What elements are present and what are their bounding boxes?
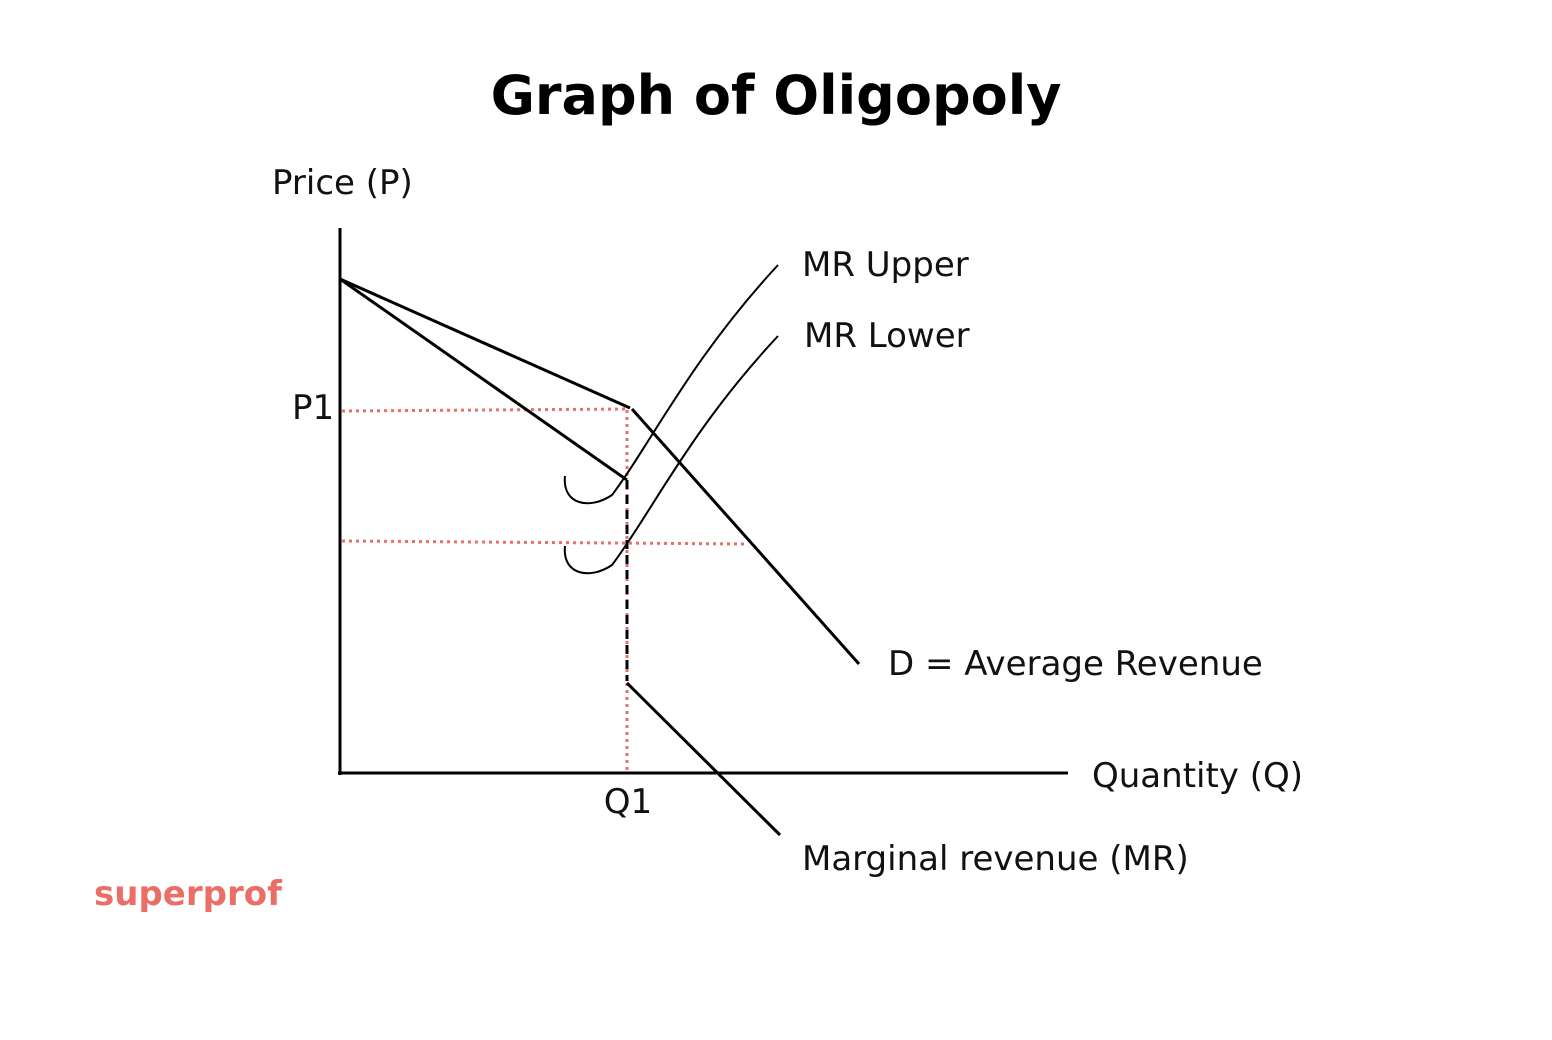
x-axis-label: Quantity (Q) [1092,756,1303,796]
mr-upper-label: MR Upper [802,245,969,285]
marginal-revenue-label: Marginal revenue (MR) [802,839,1189,879]
mr-upper-segment [339,277,628,482]
demand-lower-segment [630,408,861,665]
q1-label: Q1 [604,782,652,822]
mr-lower-curve [563,335,779,575]
demand-upper-segment [339,277,631,410]
mr-upper-curve [563,264,779,505]
p1-label: P1 [292,388,334,428]
lower-price-guide-line [341,539,749,546]
mr-lower-segment [625,681,782,837]
p1-guide-line [341,407,629,413]
page-title: Graph of Oligopoly [491,64,1062,127]
demand-label: D = Average Revenue [888,644,1263,684]
y-axis-label: Price (P) [272,163,413,203]
mr-lower-label: MR Lower [804,316,970,356]
superprof-logo: superprof [94,874,283,914]
